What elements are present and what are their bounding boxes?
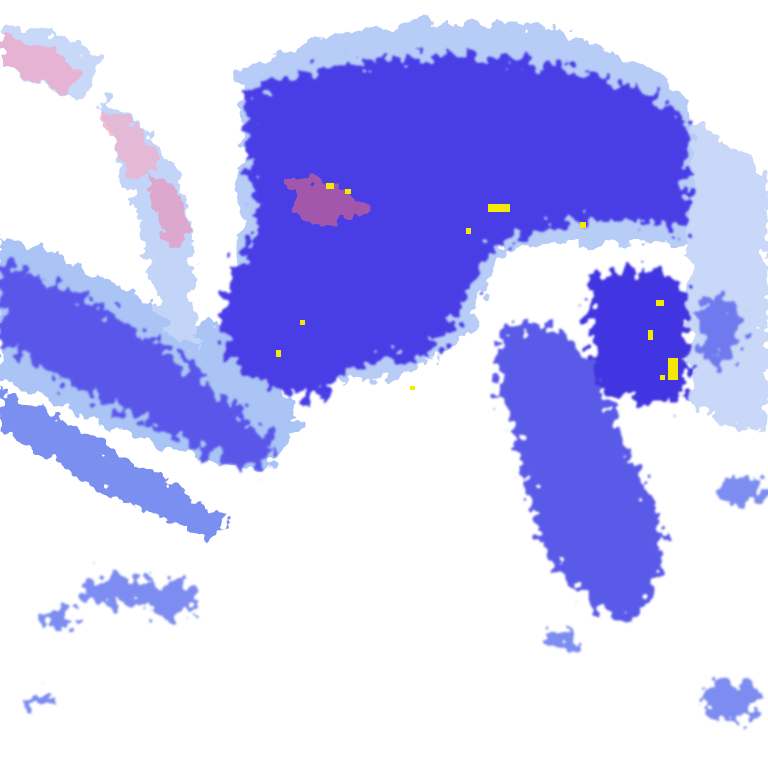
mixed-west — [100, 110, 160, 180]
cell — [276, 350, 281, 357]
cell — [40, 610, 80, 630]
cell — [25, 692, 55, 708]
cell — [648, 330, 653, 340]
cell-east — [700, 297, 743, 364]
mixed-west-2 — [150, 170, 190, 250]
band-southwest — [0, 390, 230, 540]
core-north — [221, 56, 688, 400]
scattered-cells — [25, 475, 765, 720]
cell — [145, 582, 195, 618]
cell — [300, 320, 305, 325]
cell — [326, 183, 334, 189]
cell — [700, 680, 760, 720]
core-southwest — [0, 260, 280, 470]
cell — [660, 375, 665, 380]
core-east — [590, 269, 688, 404]
cell — [80, 575, 160, 605]
cell — [466, 228, 471, 234]
cell — [715, 475, 765, 505]
cell — [668, 358, 678, 380]
cell — [410, 386, 415, 390]
heavy-cells — [276, 183, 678, 390]
mixed-precip — [0, 37, 365, 250]
cell — [580, 222, 586, 228]
cell — [545, 630, 575, 650]
band-east — [690, 120, 768, 430]
cell — [656, 300, 664, 306]
mixed-northwest — [0, 37, 80, 95]
cell — [345, 189, 351, 194]
mixed-central — [285, 179, 365, 222]
core-southeast — [498, 323, 663, 620]
cell — [488, 204, 510, 212]
